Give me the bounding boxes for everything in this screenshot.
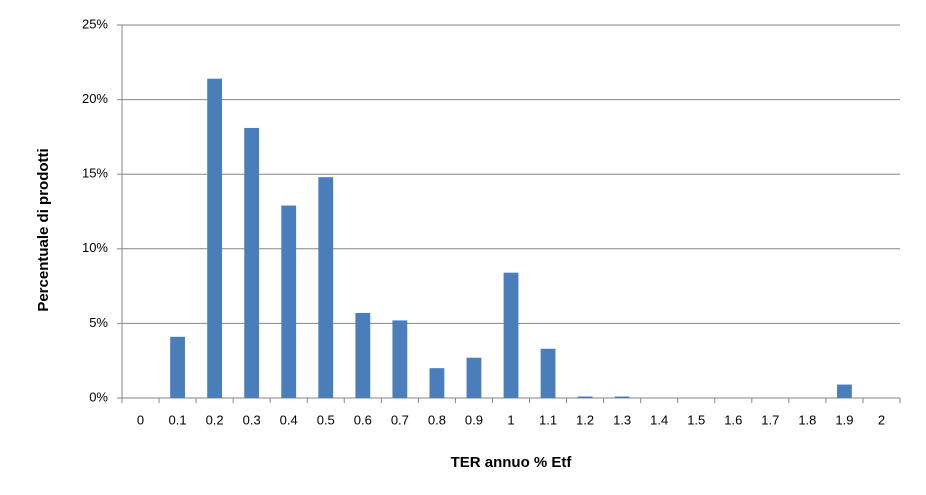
x-tick-label: 2 <box>878 412 885 427</box>
bar <box>429 368 445 398</box>
x-tick-label: 1.3 <box>613 412 631 427</box>
y-tick-label: 20% <box>82 91 108 106</box>
x-tick-label: 0.7 <box>391 412 409 427</box>
bar <box>540 348 556 398</box>
x-tick-label: 1.5 <box>687 412 705 427</box>
x-tick-label: 0.8 <box>428 412 446 427</box>
bar <box>577 396 593 398</box>
x-tick-label: 0.4 <box>280 412 298 427</box>
x-tick-label: 0.3 <box>243 412 261 427</box>
x-tick-label: 1.6 <box>724 412 742 427</box>
y-tick-label: 25% <box>82 16 108 31</box>
x-tick-label: 0.1 <box>169 412 187 427</box>
bar <box>503 272 519 398</box>
bar <box>355 312 371 398</box>
bar <box>281 205 297 398</box>
x-tick-label: 1.1 <box>539 412 557 427</box>
bar <box>392 320 408 398</box>
bar <box>207 78 223 398</box>
x-tick-label: 1.7 <box>761 412 779 427</box>
x-tick-label: 0.6 <box>354 412 372 427</box>
x-tick-label: 1.8 <box>798 412 816 427</box>
bar <box>170 336 185 398</box>
x-tick-label: 0.5 <box>317 412 335 427</box>
y-tick-label: 10% <box>82 240 108 255</box>
x-tick-label: 1.4 <box>650 412 668 427</box>
y-tick-label: 5% <box>89 315 108 330</box>
bar <box>244 127 260 398</box>
bar <box>318 177 334 398</box>
x-axis-title: TER annuo % Etf <box>451 454 573 471</box>
x-tick-label: 0.9 <box>465 412 483 427</box>
y-tick-label: 15% <box>82 166 108 181</box>
bar <box>614 396 630 398</box>
x-tick-label: 0.2 <box>206 412 224 427</box>
y-tick-label: 0% <box>89 389 108 404</box>
y-axis-title: Percentuale di prodotti <box>35 148 52 311</box>
x-tick-label: 1 <box>507 412 514 427</box>
x-tick-label: 1.2 <box>576 412 594 427</box>
bar <box>466 357 482 398</box>
bar <box>837 384 852 398</box>
x-tick-label: 0 <box>137 412 144 427</box>
x-tick-label: 1.9 <box>835 412 853 427</box>
